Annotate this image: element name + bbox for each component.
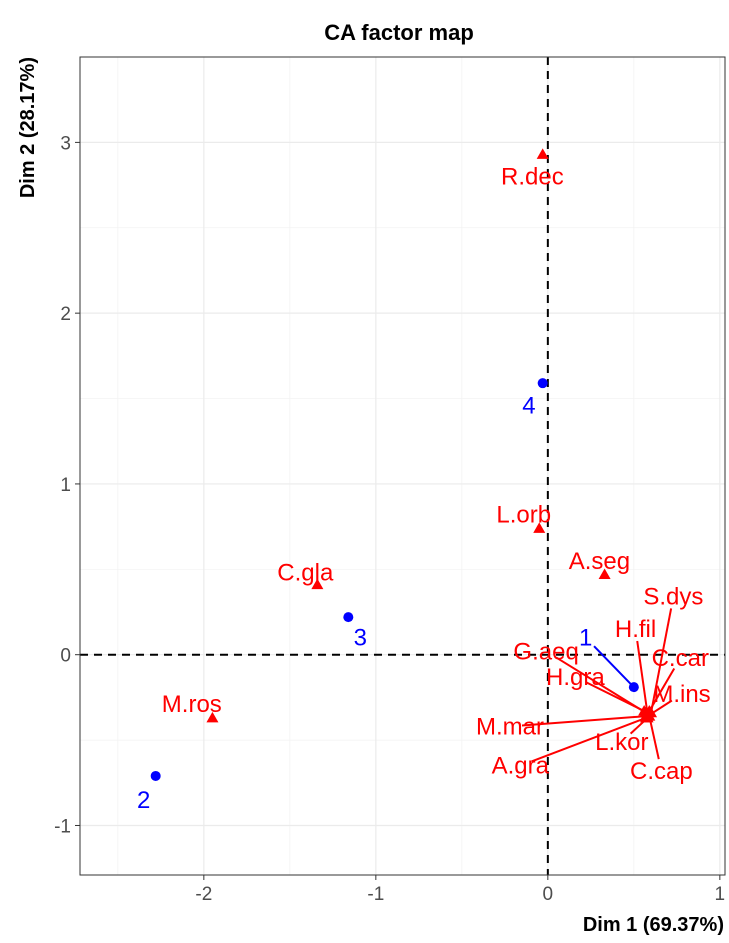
column-point-label: C.cap [630, 758, 693, 785]
column-point-marker [206, 711, 219, 723]
row-point-label: 4 [522, 392, 535, 419]
column-point-label: M.mar [476, 713, 544, 740]
row-point-label: 2 [137, 787, 150, 814]
row-point-marker [537, 378, 548, 389]
y-tick-label: -1 [54, 816, 71, 837]
x-tick-label: -2 [195, 884, 212, 905]
column-point-marker [598, 568, 611, 579]
label-connector [531, 716, 647, 763]
point-label-layer: 1234R.decL.orbA.segC.glaM.rosS.dysH.filC… [137, 164, 711, 814]
y-tick-label: 1 [60, 475, 71, 496]
column-point-label: L.kor [595, 729, 648, 756]
row-point-label: 3 [354, 625, 367, 652]
column-point-label: H.fil [615, 616, 656, 643]
point-layer [150, 148, 658, 781]
column-point-label: A.seg [569, 548, 630, 575]
y-tick-label: 2 [60, 304, 71, 325]
x-axis-title: Dim 1 (69.37%) [583, 914, 724, 936]
label-connector [648, 667, 676, 712]
label-connector [593, 645, 635, 688]
reference-lines [80, 57, 725, 875]
chart-title: CA factor map [324, 20, 474, 45]
grid-layer [80, 56, 725, 875]
column-point-label: C.gla [277, 560, 334, 587]
column-point-label: R.dec [501, 164, 564, 191]
x-tick-label: 0 [543, 884, 554, 905]
column-point-label: H.gra [546, 664, 605, 691]
x-tick-label: -1 [367, 884, 384, 905]
row-point-marker [628, 682, 639, 693]
label-connector [585, 681, 645, 712]
column-point-marker [311, 578, 324, 590]
y-tick-label: 3 [60, 133, 71, 154]
column-point-label: C.car [652, 645, 709, 672]
y-axis-title: Dim 2 (28.17%) [17, 57, 39, 198]
row-point-marker [150, 770, 161, 781]
panel-border [79, 56, 726, 876]
column-point-label: G.aeq [513, 638, 578, 665]
column-point-label: L.orb [496, 502, 551, 529]
row-point-label: 1 [579, 625, 592, 652]
column-point-label: A.gra [492, 753, 550, 780]
column-point-label: M.ins [653, 681, 710, 708]
column-point-label: M.ros [162, 691, 222, 718]
label-connector [648, 715, 660, 760]
label-connector [650, 608, 673, 713]
x-tick-label: 1 [715, 884, 726, 905]
label-connector-layer [521, 608, 676, 763]
row-point-marker [343, 612, 354, 623]
column-point-marker [533, 522, 546, 533]
axis-tick-layer: -2 -1 0 1 -1 0 1 2 3 [54, 133, 725, 905]
label-connector [521, 715, 646, 727]
column-point-marker [643, 710, 656, 721]
label-connector [636, 640, 649, 715]
y-tick-label: 0 [60, 646, 71, 667]
column-point-marker [536, 148, 549, 159]
column-point-label: S.dys [643, 584, 703, 611]
